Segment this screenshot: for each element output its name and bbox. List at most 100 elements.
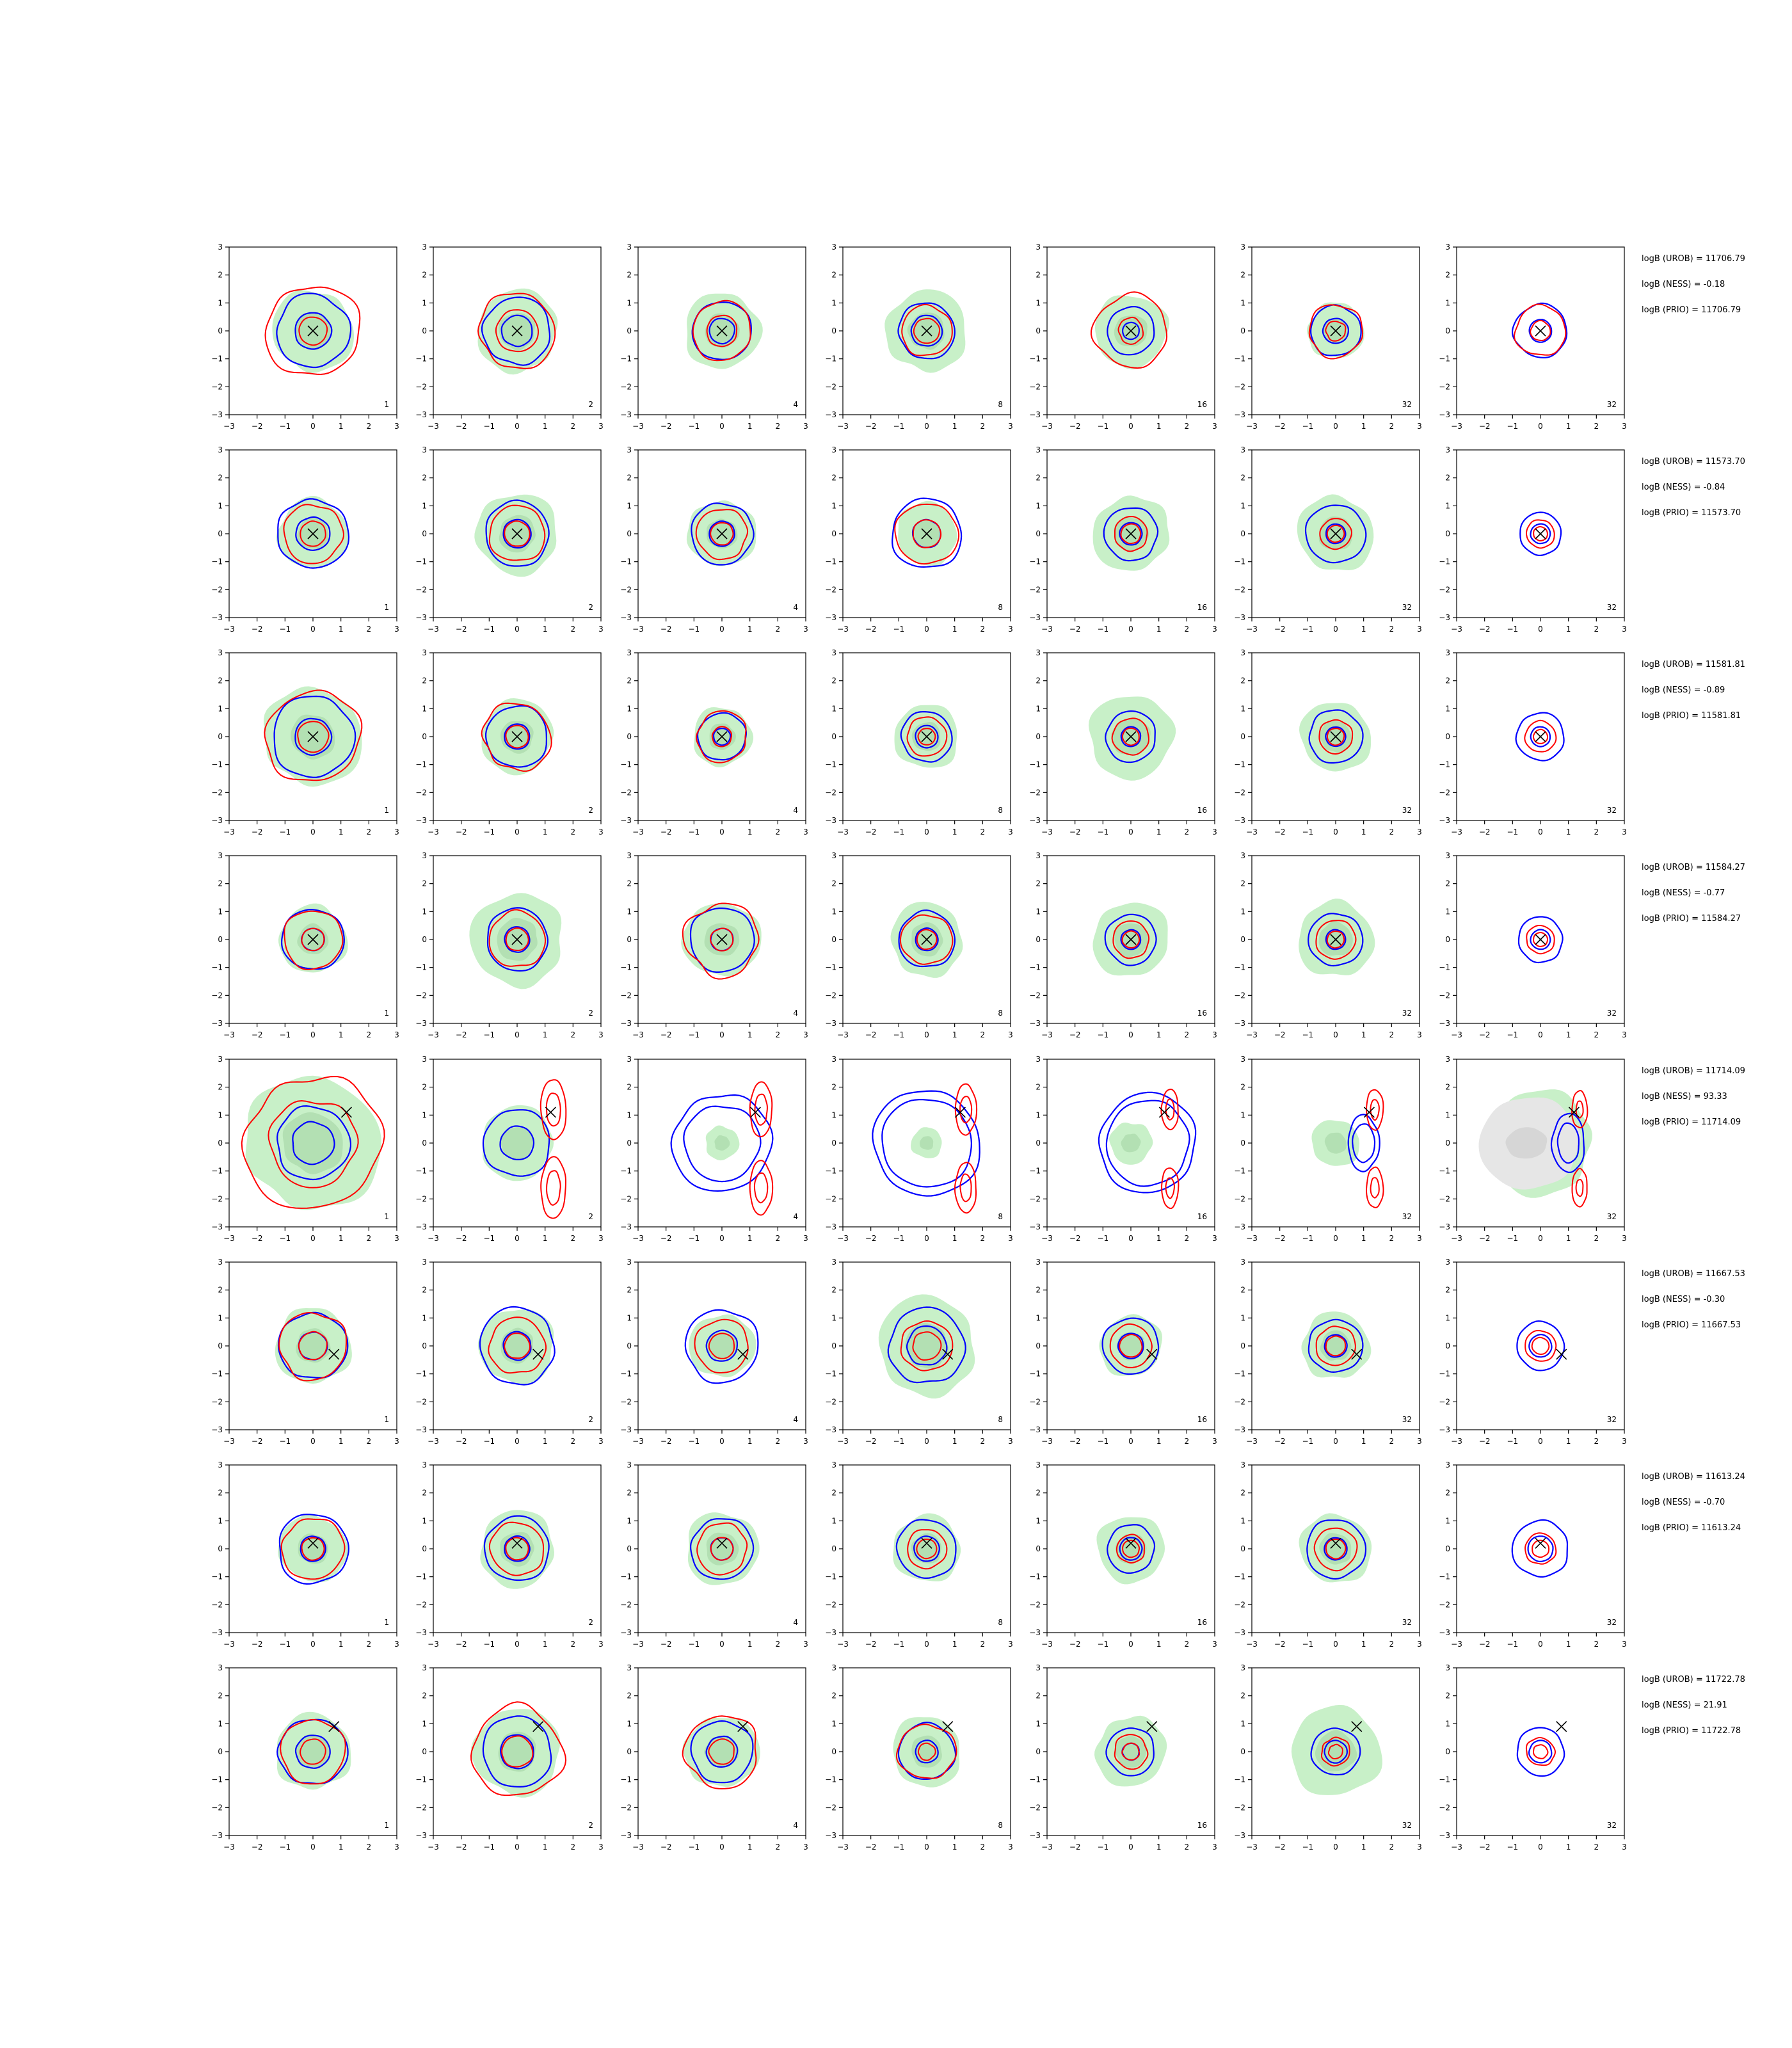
- y-tick-label: −2: [415, 1397, 427, 1406]
- y-tick-label: −2: [825, 788, 836, 797]
- plot-area: [481, 698, 554, 776]
- y-tick-label: −1: [620, 1167, 632, 1176]
- y-tick-label: 3: [1445, 1460, 1450, 1469]
- x-tick-label: 2: [980, 1640, 986, 1649]
- truth-marker: [716, 1537, 728, 1549]
- y-tick-label: 3: [218, 1663, 223, 1672]
- red-contour: [749, 1081, 773, 1138]
- x-tick-label: −2: [456, 1437, 467, 1446]
- x-tick-label: 0: [515, 1437, 520, 1446]
- blue-contour: [1105, 1727, 1155, 1777]
- blue-contour: [915, 927, 939, 952]
- y-tick-label: −3: [825, 1628, 836, 1637]
- red-contour: [1109, 1323, 1153, 1368]
- red-contour: [682, 1715, 757, 1789]
- blue-contour: [1519, 511, 1562, 557]
- y-tick-label: −2: [1439, 788, 1450, 797]
- y-tick-label: −3: [1234, 410, 1245, 419]
- y-tick-label: −2: [415, 1803, 427, 1812]
- panel-label: 8: [998, 603, 1003, 612]
- panel-r7-c6: −3−3 −2 −2 −1 −1 0 0 1 1 2 2 3 3 32: [1234, 1460, 1422, 1649]
- y-tick-label: 1: [422, 907, 427, 916]
- x-tick-label: 3: [598, 1030, 604, 1039]
- truth-marker: [1535, 325, 1546, 337]
- x-tick-label: 3: [1008, 1234, 1013, 1243]
- y-tick-label: −1: [1029, 1775, 1041, 1784]
- panel-label: 2: [588, 1821, 593, 1830]
- y-tick-label: −1: [1029, 1370, 1041, 1379]
- blue-contour: [1347, 1114, 1380, 1172]
- y-tick-label: −2: [1234, 1803, 1245, 1812]
- density-fill-inner: [714, 1135, 730, 1151]
- red-contour: [1121, 727, 1140, 746]
- y-tick-label: −3: [415, 1222, 427, 1231]
- red-contour: [300, 520, 326, 547]
- x-tick-label: 3: [1212, 1030, 1217, 1039]
- x-tick-label: 0: [719, 1234, 724, 1243]
- y-tick-label: 1: [422, 1516, 427, 1525]
- x-tick-label: −2: [252, 1437, 263, 1446]
- red-contour: [284, 910, 344, 971]
- x-tick-label: 2: [1594, 1843, 1599, 1852]
- plot-area: [1516, 1320, 1567, 1372]
- y-tick-label: 2: [218, 676, 223, 685]
- y-tick-label: −2: [211, 1194, 223, 1203]
- red-contour: [280, 1518, 346, 1580]
- y-tick-label: 3: [422, 445, 427, 454]
- red-contour: [1325, 321, 1347, 342]
- x-tick-label: −1: [1097, 422, 1108, 431]
- y-tick-label: −2: [1439, 991, 1450, 1000]
- y-tick-label: −3: [620, 1628, 632, 1637]
- truth-marker: [307, 934, 319, 945]
- y-tick-label: 1: [627, 907, 632, 916]
- y-tick-label: 3: [831, 1460, 836, 1469]
- x-tick-label: −1: [279, 625, 291, 634]
- row-annotation: logB (NESS) = 93.33: [1642, 1092, 1727, 1101]
- y-tick-label: 3: [1445, 851, 1450, 860]
- x-tick-label: 0: [1128, 1030, 1133, 1039]
- red-contour: [278, 1311, 347, 1382]
- truth-marker: [1556, 1721, 1567, 1732]
- x-tick-label: −3: [1246, 422, 1258, 431]
- red-contour: [1514, 303, 1567, 356]
- x-tick-label: −2: [1479, 1640, 1491, 1649]
- row-annotation: logB (PRIO) = 11573.70: [1642, 508, 1741, 518]
- red-contour: [917, 1742, 936, 1761]
- x-tick-label: 2: [980, 625, 986, 634]
- x-tick-label: 3: [1212, 1843, 1217, 1852]
- panel-r2-c7: −3−3 −2 −2 −1 −1 0 0 1 1 2 2 3 3 32: [1439, 445, 1627, 634]
- red-contour: [488, 504, 546, 561]
- x-tick-label: 3: [1212, 1640, 1217, 1649]
- x-tick-label: 1: [748, 1437, 753, 1446]
- truth-marker: [1535, 1537, 1546, 1549]
- x-tick-label: −3: [1041, 1030, 1053, 1039]
- x-tick-label: 0: [1333, 1640, 1338, 1649]
- plot-area: [1099, 1314, 1162, 1376]
- x-tick-label: −3: [632, 1843, 644, 1852]
- y-tick-label: 0: [627, 732, 632, 741]
- y-tick-label: −2: [415, 788, 427, 797]
- y-tick-label: −3: [415, 410, 427, 419]
- row-annotation: logB (NESS) = -0.84: [1642, 483, 1725, 492]
- x-tick-label: 2: [367, 1843, 372, 1852]
- y-tick-label: 0: [422, 1747, 427, 1756]
- x-tick-label: −3: [1451, 1437, 1462, 1446]
- y-tick-label: 0: [218, 1544, 223, 1553]
- x-tick-label: 0: [1538, 1234, 1543, 1243]
- y-tick-label: 1: [1240, 704, 1245, 713]
- y-tick-label: −2: [620, 1803, 632, 1812]
- y-tick-label: 1: [1036, 1313, 1041, 1322]
- x-tick-label: 0: [1128, 1437, 1133, 1446]
- y-tick-label: −2: [620, 788, 632, 797]
- y-tick-label: 0: [1036, 1341, 1041, 1350]
- y-tick-label: 2: [218, 271, 223, 280]
- panel-label: 8: [998, 1821, 1003, 1830]
- panel-label: 32: [1607, 1618, 1617, 1627]
- y-tick-label: 3: [218, 445, 223, 454]
- red-contour: [1320, 1736, 1350, 1767]
- x-tick-label: −3: [1451, 422, 1462, 431]
- x-tick-label: −3: [632, 625, 644, 634]
- y-tick-label: −2: [1234, 1194, 1245, 1203]
- x-tick-label: 3: [394, 1030, 399, 1039]
- row-annotation: logB (NESS) = 21.91: [1642, 1700, 1727, 1710]
